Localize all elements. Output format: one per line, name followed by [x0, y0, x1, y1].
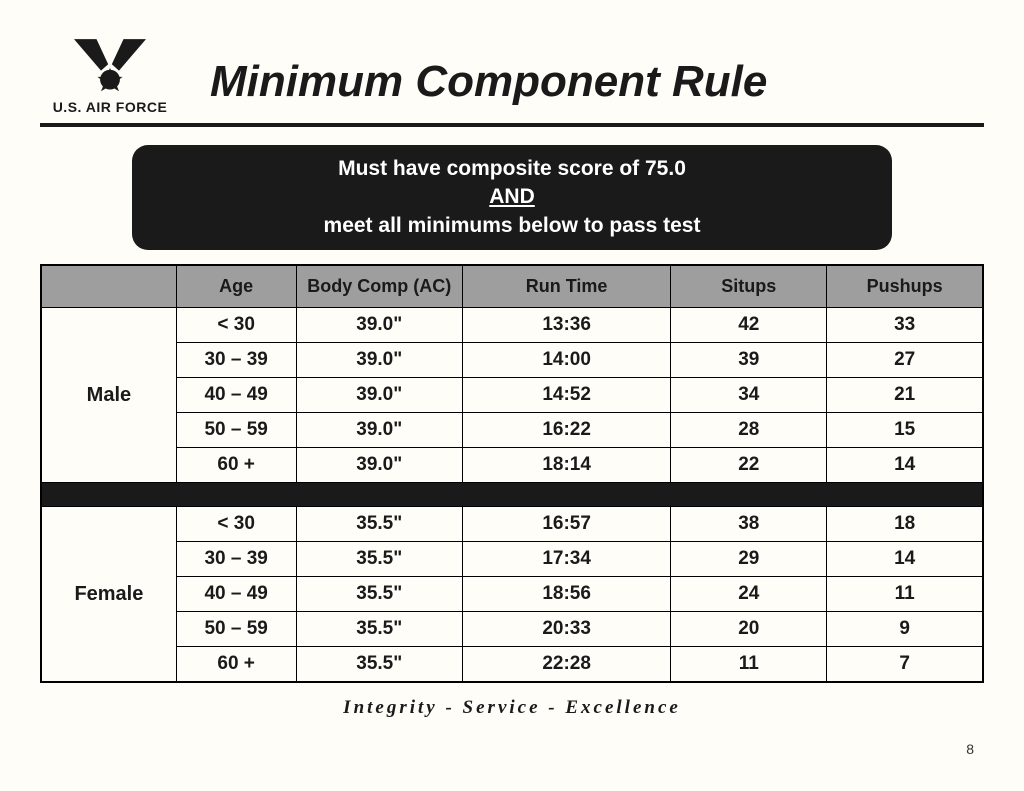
cell-run: 17:34	[463, 542, 671, 577]
header: U.S. AIR FORCE Minimum Component Rule	[40, 30, 984, 115]
cell-bc: 35.5"	[296, 542, 463, 577]
cell-situps: 34	[671, 378, 827, 413]
cell-pushups: 18	[827, 507, 983, 542]
table-row: 40 – 4939.0"14:523421	[41, 378, 983, 413]
cell-situps: 24	[671, 577, 827, 612]
banner-line1: Must have composite score of 75.0	[338, 157, 686, 180]
table-row: 50 – 5935.5"20:33209	[41, 612, 983, 647]
cell-pushups: 27	[827, 343, 983, 378]
cell-age: 40 – 49	[176, 577, 296, 612]
cell-situps: 20	[671, 612, 827, 647]
table-header: Age Body Comp (AC) Run Time Situps Pushu…	[41, 265, 983, 308]
cell-pushups: 21	[827, 378, 983, 413]
cell-run: 18:56	[463, 577, 671, 612]
cell-bc: 35.5"	[296, 647, 463, 683]
cell-pushups: 15	[827, 413, 983, 448]
footer-motto: Integrity - Service - Excellence	[40, 697, 984, 719]
cell-pushups: 7	[827, 647, 983, 683]
logo-section: U.S. AIR FORCE	[40, 30, 180, 115]
air-force-logo-icon	[65, 30, 155, 95]
table-row: Male< 3039.0"13:364233	[41, 308, 983, 343]
cell-age: 50 – 59	[176, 612, 296, 647]
cell-age: < 30	[176, 308, 296, 343]
table-row: 30 – 3935.5"17:342914	[41, 542, 983, 577]
cell-situps: 28	[671, 413, 827, 448]
col-header-situps: Situps	[671, 265, 827, 308]
table-row: 30 – 3939.0"14:003927	[41, 343, 983, 378]
cell-age: < 30	[176, 507, 296, 542]
org-name: U.S. AIR FORCE	[53, 99, 168, 115]
top-rule	[40, 123, 984, 127]
cell-bc: 39.0"	[296, 343, 463, 378]
cell-run: 14:52	[463, 378, 671, 413]
cell-situps: 42	[671, 308, 827, 343]
cell-bc: 39.0"	[296, 308, 463, 343]
page-title: Minimum Component Rule	[210, 57, 984, 115]
table-row: 60 +39.0"18:142214	[41, 448, 983, 483]
banner-and: AND	[489, 185, 535, 208]
cell-bc: 35.5"	[296, 507, 463, 542]
table-row: 60 +35.5"22:28117	[41, 647, 983, 683]
cell-pushups: 14	[827, 448, 983, 483]
cell-pushups: 9	[827, 612, 983, 647]
cell-bc: 35.5"	[296, 577, 463, 612]
cell-situps: 22	[671, 448, 827, 483]
col-header-pushups: Pushups	[827, 265, 983, 308]
table-row: 40 – 4935.5"18:562411	[41, 577, 983, 612]
cell-age: 60 +	[176, 647, 296, 683]
cell-run: 13:36	[463, 308, 671, 343]
cell-bc: 39.0"	[296, 448, 463, 483]
banner-line2: meet all minimums below to pass test	[324, 214, 701, 237]
cell-pushups: 14	[827, 542, 983, 577]
cell-situps: 39	[671, 343, 827, 378]
score-banner: Must have composite score of 75.0 AND me…	[132, 145, 892, 250]
cell-situps: 29	[671, 542, 827, 577]
category-cell: Male	[41, 308, 176, 483]
cell-age: 40 – 49	[176, 378, 296, 413]
cell-pushups: 33	[827, 308, 983, 343]
cell-run: 16:22	[463, 413, 671, 448]
table-body: Male< 3039.0"13:36423330 – 3939.0"14:003…	[41, 308, 983, 683]
cell-age: 30 – 39	[176, 542, 296, 577]
cell-bc: 39.0"	[296, 413, 463, 448]
category-cell: Female	[41, 507, 176, 683]
cell-situps: 38	[671, 507, 827, 542]
cell-run: 22:28	[463, 647, 671, 683]
table-row: Female< 3035.5"16:573818	[41, 507, 983, 542]
cell-age: 60 +	[176, 448, 296, 483]
requirements-table: Age Body Comp (AC) Run Time Situps Pushu…	[40, 264, 984, 683]
cell-run: 20:33	[463, 612, 671, 647]
page-number: 8	[966, 741, 974, 757]
col-header-category	[41, 265, 176, 308]
col-header-bodycomp: Body Comp (AC)	[296, 265, 463, 308]
cell-age: 50 – 59	[176, 413, 296, 448]
cell-age: 30 – 39	[176, 343, 296, 378]
table-row: 50 – 5939.0"16:222815	[41, 413, 983, 448]
cell-pushups: 11	[827, 577, 983, 612]
cell-situps: 11	[671, 647, 827, 683]
col-header-age: Age	[176, 265, 296, 308]
cell-run: 18:14	[463, 448, 671, 483]
cell-bc: 35.5"	[296, 612, 463, 647]
cell-run: 14:00	[463, 343, 671, 378]
group-divider	[41, 483, 983, 507]
cell-bc: 39.0"	[296, 378, 463, 413]
cell-run: 16:57	[463, 507, 671, 542]
col-header-runtime: Run Time	[463, 265, 671, 308]
